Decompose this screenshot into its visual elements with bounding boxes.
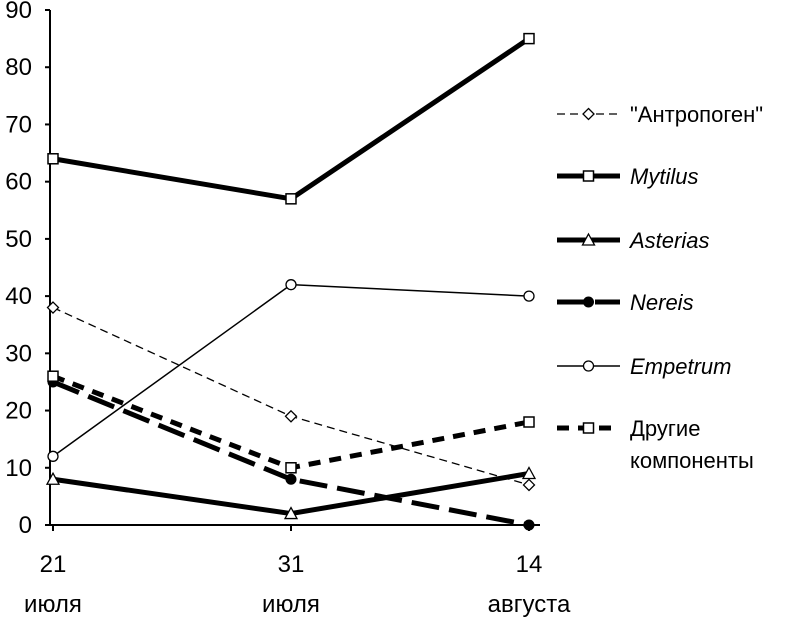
data-point-0-2 <box>522 478 536 492</box>
legend-label-3: Nereis <box>630 290 694 315</box>
legend-swatch-marker-1 <box>582 170 595 182</box>
data-point-2-2 <box>521 466 537 480</box>
y-tick-label: 40 <box>5 283 32 310</box>
data-point-2-0 <box>45 471 61 485</box>
legend-swatch-marker-2 <box>581 232 596 246</box>
data-point-5-1 <box>285 462 297 474</box>
legend-swatch-marker-3 <box>583 296 594 308</box>
y-tick-label: 90 <box>5 0 32 24</box>
legend-swatch-marker-5 <box>582 422 595 434</box>
legend-swatch-marker-4 <box>582 360 595 372</box>
y-tick-label: 50 <box>5 226 32 253</box>
data-point-2-1 <box>283 506 299 520</box>
y-tick-label: 60 <box>5 169 32 196</box>
data-point-5-2 <box>523 416 535 428</box>
legend: "Антропоген" Mytilus Asterias Nereis Empetru… <box>557 102 763 473</box>
legend-label-1: Mytilus <box>630 164 698 189</box>
y-ticks: 0 10 20 30 40 50 60 70 80 90 <box>5 0 50 539</box>
y-tick-label: 80 <box>5 54 32 81</box>
x-category-month: июля <box>24 591 82 618</box>
legend-label-2: Asterias <box>628 228 709 253</box>
data-point-1-2 <box>523 32 535 45</box>
legend-label-5: компоненты <box>630 448 754 473</box>
y-tick-label: 30 <box>5 340 32 367</box>
series-line-4 <box>52 283 530 457</box>
data-point-3-1 <box>285 473 297 485</box>
legend-label-5: Другие <box>630 416 700 441</box>
legend-label-4: Empetrum <box>630 354 731 379</box>
data-point-4-1 <box>285 279 297 291</box>
x-category-day: 31 <box>278 551 305 578</box>
x-categories: 21 июля 31 июля 14 августа <box>24 525 571 618</box>
y-tick-label: 0 <box>19 512 32 539</box>
data-point-4-0 <box>47 450 59 462</box>
y-tick-label: 20 <box>5 398 32 425</box>
data-point-5-0 <box>47 370 59 382</box>
series-line-3 <box>52 379 530 528</box>
data-point-0-0 <box>46 301 60 314</box>
series-line-1 <box>52 36 531 202</box>
legend-label-0: "Антропоген" <box>630 102 763 127</box>
data-point-1-1 <box>285 193 297 205</box>
axes <box>49 10 540 526</box>
data-point-3-2 <box>523 519 535 531</box>
x-category-day: 14 <box>516 551 543 578</box>
series-markers <box>45 32 537 531</box>
x-category-month: июля <box>262 591 320 618</box>
legend-swatch-marker-0 <box>582 107 595 121</box>
series-line-0 <box>52 306 530 486</box>
data-point-0-1 <box>284 409 298 423</box>
data-point-4-2 <box>523 290 535 302</box>
x-category-day: 21 <box>40 551 67 578</box>
data-point-1-0 <box>47 153 59 165</box>
x-category-month: августа <box>488 591 571 618</box>
y-tick-label: 10 <box>5 455 32 482</box>
y-tick-label: 70 <box>5 111 32 138</box>
